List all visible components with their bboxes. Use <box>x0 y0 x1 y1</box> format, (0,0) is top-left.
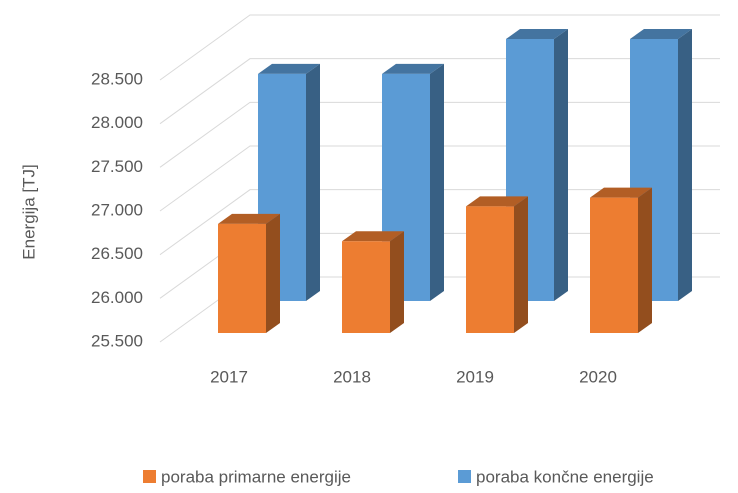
y-tick-label: 28.000 <box>91 113 143 132</box>
x-tick-label: 2018 <box>333 367 371 386</box>
y-tick-label: 26.500 <box>91 244 143 263</box>
y-tick-label: 25.500 <box>91 331 143 350</box>
bar <box>342 231 404 333</box>
y-tick-label: 28.500 <box>91 69 143 88</box>
grid-line <box>159 14 720 81</box>
legend-swatch <box>458 470 471 483</box>
legend-swatch <box>143 470 156 483</box>
y-tick-label: 27.500 <box>91 157 143 176</box>
bar <box>218 213 280 333</box>
y-tick-label: 26.000 <box>91 288 143 307</box>
legend-label: poraba končne energije <box>476 467 654 486</box>
x-tick-label: 2020 <box>579 367 617 386</box>
bar <box>590 187 652 333</box>
y-axis-title: Energija [TJ] <box>19 164 38 259</box>
x-tick-label: 2019 <box>456 367 494 386</box>
legend-label: poraba primarne energije <box>161 467 351 486</box>
x-tick-label: 2017 <box>210 367 248 386</box>
y-tick-label: 27.000 <box>91 200 143 219</box>
bar <box>466 196 528 333</box>
